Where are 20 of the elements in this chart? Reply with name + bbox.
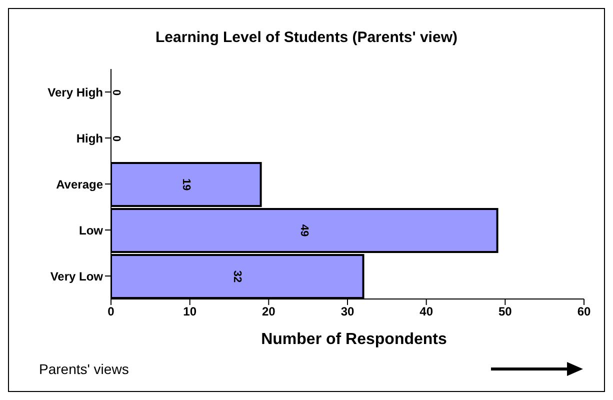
x-tick-label: 50 (498, 304, 512, 319)
x-tick-label: 30 (340, 304, 354, 319)
text: Parents' views (39, 361, 129, 377)
x-tick-label: 0 (108, 304, 115, 319)
x-tick-label: 40 (420, 304, 434, 319)
y-tick-label: Low (79, 223, 104, 238)
y-tick-label: Average (56, 177, 104, 192)
y-tick-label: Very Low (50, 269, 104, 284)
x-tick-label: 10 (183, 304, 197, 319)
x-tick-label: 60 (577, 304, 591, 319)
y-tick-label: Very High (48, 85, 103, 100)
data-label: 49 (298, 224, 310, 237)
data-label: 0 (110, 89, 122, 96)
x-axis-title: Number of Respondents (260, 331, 448, 349)
data-label: 19 (180, 178, 192, 191)
chart-title: Learning Level of Students (Parents' view) (154, 29, 458, 46)
data-label: 32 (231, 270, 244, 283)
y-tick-label: High (76, 131, 103, 146)
x-tick-label: 20 (262, 304, 276, 319)
data-label: 0 (110, 135, 122, 142)
